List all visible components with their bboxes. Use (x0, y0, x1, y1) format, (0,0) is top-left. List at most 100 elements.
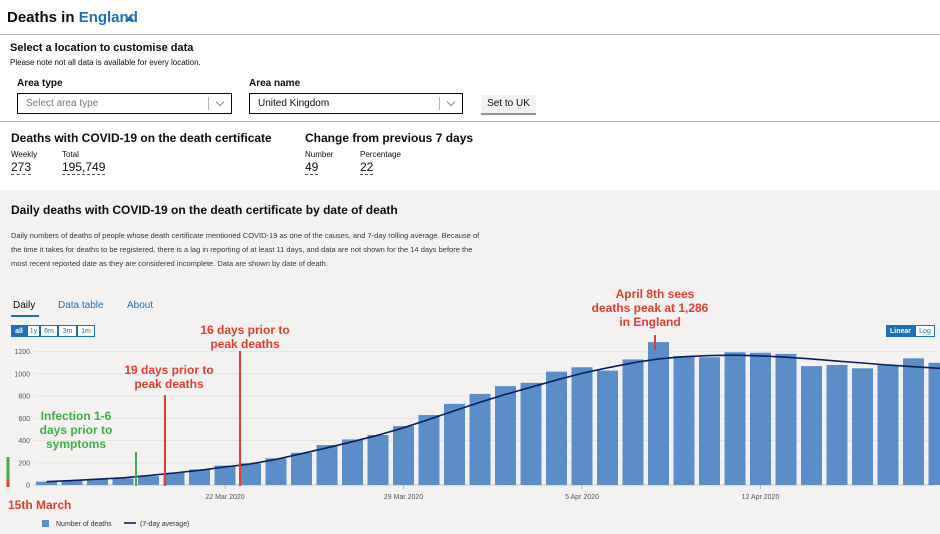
scale-log-button[interactable]: Log (915, 325, 935, 337)
area-name-select[interactable]: United Kingdom (249, 93, 463, 114)
infection-annotation-line3: symptoms (46, 437, 106, 451)
range-6m-button[interactable]: 6m (40, 325, 58, 337)
peak-annotation-line3: in England (619, 315, 680, 329)
nineteen-days-annotation-line2: peak deaths (134, 377, 204, 391)
location-selector-note: Please note not all data is available fo… (10, 58, 201, 67)
y-tick-label: 0 (26, 483, 30, 490)
peak-annotation-line2: deaths peak at 1,286 (592, 301, 709, 315)
divider (0, 121, 940, 122)
deaths-bar[interactable] (903, 358, 924, 485)
weekly-value[interactable]: 273 (11, 160, 32, 175)
caret-up-icon[interactable] (126, 15, 134, 21)
y-tick-label: 800 (18, 394, 30, 401)
deaths-summary-title: Deaths with COVID-19 on the death certif… (11, 131, 272, 145)
tab-daily[interactable]: Daily (13, 300, 36, 311)
legend-bar-swatch (42, 520, 49, 527)
number-value[interactable]: 49 (305, 160, 319, 175)
deaths-bar[interactable] (61, 480, 83, 485)
deaths-bar[interactable] (469, 393, 491, 485)
weekly-label: Weekly (11, 150, 38, 159)
deaths-bar[interactable] (928, 362, 940, 485)
deaths-bar[interactable] (673, 356, 695, 485)
deaths-bar[interactable] (546, 371, 567, 485)
deaths-bar[interactable] (214, 465, 236, 485)
deaths-bar[interactable] (801, 366, 822, 485)
deaths-bar[interactable] (750, 352, 771, 485)
area-type-select[interactable]: Select area type (17, 93, 232, 114)
location-toggle[interactable]: England (78, 9, 138, 26)
deaths-bar[interactable] (877, 365, 899, 485)
percentage-label: Percentage (360, 150, 401, 159)
deaths-bar[interactable] (775, 353, 797, 485)
seven-day-average-line (46, 354, 940, 483)
deaths-bar[interactable] (138, 476, 159, 485)
range-1y-button[interactable]: 1y (27, 325, 40, 337)
change-summary-title: Change from previous 7 days (305, 131, 474, 145)
deaths-bar[interactable] (852, 368, 873, 485)
deaths-bar[interactable] (520, 382, 542, 485)
select-separator (439, 97, 440, 110)
deaths-bar[interactable] (597, 370, 618, 485)
area-name-label: Area name (249, 78, 301, 89)
deaths-bar[interactable] (87, 479, 108, 485)
march-15-annotation: 15th March (8, 498, 71, 512)
deaths-bar[interactable] (699, 357, 720, 485)
deaths-bar[interactable] (163, 472, 185, 485)
y-tick-label: 200 (18, 460, 30, 467)
range-all-button[interactable]: all (11, 325, 27, 337)
nineteen-days-annotation-line1: 19 days prior to (124, 363, 213, 377)
deaths-bar[interactable] (444, 403, 465, 485)
infection-annotation-line1: Infection 1-6 (41, 409, 112, 423)
deaths-bar[interactable] (342, 439, 363, 485)
y-tick-label: 600 (18, 416, 30, 423)
legend-bar-label: Number of deaths (56, 521, 112, 528)
tab-about[interactable]: About (127, 300, 154, 311)
percentage-value[interactable]: 22 (360, 160, 374, 175)
range-1m-button[interactable]: 1m (77, 325, 95, 337)
x-tick-label: 22 Mar 2020 (205, 494, 244, 501)
deaths-bar[interactable] (393, 426, 414, 485)
peak-annotation-line1: April 8th sees (616, 287, 695, 301)
active-tab-indicator (11, 315, 39, 317)
legend-line-label: (7-day average) (140, 521, 189, 528)
infection-annotation-line2: days prior to (40, 423, 113, 437)
deaths-bar[interactable] (112, 478, 134, 485)
area-type-placeholder: Select area type (26, 98, 99, 109)
deaths-bar[interactable] (316, 445, 338, 485)
page-title: Deaths in England (7, 9, 138, 26)
deaths-bar[interactable] (265, 458, 287, 485)
total-value[interactable]: 195,749 (62, 160, 106, 175)
deaths-bar[interactable] (571, 367, 593, 485)
deaths-bar[interactable] (826, 365, 848, 485)
total-label: Total (62, 150, 79, 159)
chart-panel-title: Daily deaths with COVID-19 on the death … (11, 203, 398, 217)
tab-data-table[interactable]: Data table (58, 300, 104, 311)
y-tick-label: 1000 (14, 371, 30, 378)
y-tick-label: 1200 (14, 349, 30, 356)
x-tick-label: 29 Mar 2020 (384, 494, 423, 501)
page-header: Deaths in England (0, 0, 940, 35)
select-separator (208, 97, 209, 110)
chart-panel-description: Daily numbers of deaths of people whose … (11, 231, 480, 268)
area-type-label: Area type (17, 78, 63, 89)
y-tick-label: 400 (18, 438, 30, 445)
range-3m-button[interactable]: 3m (58, 325, 77, 337)
deaths-bar[interactable] (495, 386, 516, 485)
deaths-bar[interactable] (189, 469, 210, 485)
sixteen-days-annotation-line2: peak deaths (210, 337, 280, 351)
deaths-bar[interactable] (724, 352, 746, 485)
x-tick-label: 5 Apr 2020 (565, 494, 599, 501)
deaths-bar[interactable] (36, 481, 57, 485)
deaths-bar[interactable] (418, 415, 440, 485)
deaths-bar[interactable] (622, 359, 644, 485)
area-name-value: United Kingdom (258, 98, 330, 109)
sixteen-days-annotation-line1: 16 days prior to (200, 323, 289, 337)
scale-linear-button[interactable]: Linear (886, 325, 915, 337)
deaths-bar[interactable] (291, 452, 312, 485)
set-to-uk-button[interactable]: Set to UK (481, 95, 536, 115)
deaths-bar[interactable] (648, 342, 669, 485)
number-label: Number (305, 150, 334, 159)
deaths-bar[interactable] (367, 435, 389, 485)
deaths-bar[interactable] (240, 463, 261, 485)
